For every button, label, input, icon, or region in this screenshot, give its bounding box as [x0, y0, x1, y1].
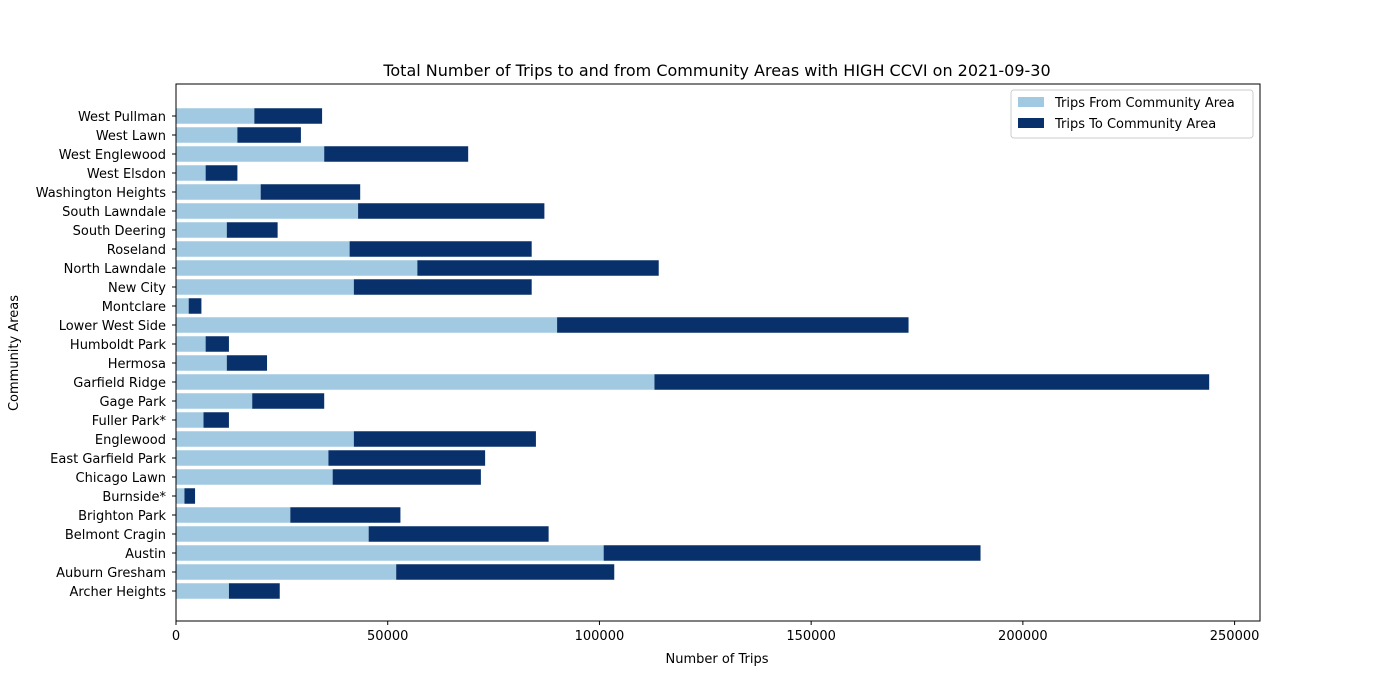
- bar-from-garfield-ridge: [176, 374, 655, 390]
- bar-from-burnside: [176, 488, 185, 504]
- chart-title: Total Number of Trips to and from Commun…: [382, 61, 1050, 80]
- y-tick-label: Montclare: [102, 300, 166, 315]
- bar-from-englewood: [176, 431, 354, 447]
- legend-label-to: Trips To Community Area: [1054, 117, 1216, 132]
- legend-swatch-to: [1018, 118, 1044, 128]
- bar-from-east-garfield-park: [176, 450, 329, 466]
- bar-from-archer-heights: [176, 583, 229, 599]
- x-tick-label: 0: [172, 629, 180, 644]
- bar-to-auburn-gresham: [396, 564, 615, 580]
- legend: Trips From Community Area Trips To Commu…: [1010, 89, 1254, 139]
- bar-to-west-lawn: [237, 127, 301, 143]
- bar-to-belmont-cragin: [368, 526, 549, 542]
- bar-to-montclare: [188, 298, 202, 314]
- bar-from-lower-west-side: [176, 317, 558, 333]
- y-tick-label: Fuller Park*: [92, 414, 167, 429]
- y-tick-label: Roseland: [107, 243, 166, 258]
- y-tick-label: Brighton Park: [78, 509, 166, 524]
- x-tick-label: 100000: [575, 629, 625, 644]
- y-tick-label: Humboldt Park: [70, 338, 167, 353]
- bar-from-gage-park: [176, 393, 253, 409]
- bar-to-fuller-park: [203, 412, 229, 428]
- legend-swatch-from: [1018, 97, 1044, 107]
- bar-from-washington-heights: [176, 184, 261, 200]
- y-tick-label: New City: [108, 281, 166, 296]
- bar-to-roseland: [349, 241, 532, 257]
- x-tick-label: 50000: [367, 629, 408, 644]
- bar-to-humboldt-park: [205, 336, 229, 352]
- y-axis: Archer Heights Auburn Gresham Austin Belmon…: [36, 110, 176, 600]
- legend-label-from: Trips From Community Area: [1054, 96, 1235, 111]
- bar-to-austin: [603, 545, 981, 561]
- bar-to-brighton-park: [290, 507, 401, 523]
- y-tick-label: East Garfield Park: [50, 452, 166, 467]
- bar-from-humboldt-park: [176, 336, 206, 352]
- y-tick-label: Burnside*: [102, 490, 166, 505]
- y-tick-label: Auburn Gresham: [56, 566, 166, 581]
- bar-from-auburn-gresham: [176, 564, 397, 580]
- y-tick-label: Belmont Cragin: [65, 528, 166, 543]
- x-axis-label: Number of Trips: [665, 652, 768, 667]
- y-tick-label: Garfield Ridge: [73, 376, 166, 391]
- y-tick-label: Archer Heights: [69, 585, 166, 600]
- y-axis-label: Community Areas: [7, 295, 22, 411]
- bar-from-west-englewood: [176, 146, 325, 162]
- y-tick-label: Chicago Lawn: [76, 471, 166, 486]
- y-tick-label: Austin: [125, 547, 166, 562]
- y-tick-label: South Lawndale: [62, 205, 166, 220]
- bar-to-lower-west-side: [557, 317, 909, 333]
- y-tick-label: West Elsdon: [87, 167, 166, 182]
- bar-from-west-pullman: [176, 108, 255, 124]
- bar-to-gage-park: [252, 393, 325, 409]
- bars-layer: [176, 108, 1210, 599]
- bar-from-chicago-lawn: [176, 469, 333, 485]
- y-tick-label: West Englewood: [59, 148, 166, 163]
- bar-to-washington-heights: [260, 184, 361, 200]
- bar-to-south-deering: [226, 222, 278, 238]
- y-tick-label: West Lawn: [96, 129, 166, 144]
- legend-frame: [1010, 89, 1254, 139]
- y-tick-label: Gage Park: [99, 395, 166, 410]
- y-tick-label: Washington Heights: [36, 186, 167, 201]
- bar-to-east-garfield-park: [328, 450, 486, 466]
- bar-from-new-city: [176, 279, 354, 295]
- bar-from-belmont-cragin: [176, 526, 369, 542]
- y-tick-label: Englewood: [95, 433, 166, 448]
- y-tick-label: South Deering: [73, 224, 166, 239]
- bar-from-austin: [176, 545, 604, 561]
- y-tick-label: Lower West Side: [59, 319, 166, 334]
- bar-to-hermosa: [226, 355, 268, 371]
- y-tick-label: Hermosa: [108, 357, 166, 372]
- x-axis: 0 50000 100000 150000 200000 250000: [172, 621, 1260, 644]
- bar-from-montclare: [176, 298, 189, 314]
- bar-to-west-englewood: [324, 146, 469, 162]
- bar-to-archer-heights: [228, 583, 280, 599]
- bar-from-south-lawndale: [176, 203, 359, 219]
- x-tick-label: 200000: [998, 629, 1048, 644]
- bar-to-west-pullman: [254, 108, 323, 124]
- bar-from-hermosa: [176, 355, 227, 371]
- y-tick-label: North Lawndale: [64, 262, 166, 277]
- bar-from-north-lawndale: [176, 260, 418, 276]
- bar-from-brighton-park: [176, 507, 291, 523]
- bar-to-burnside: [184, 488, 196, 504]
- bar-from-fuller-park: [176, 412, 204, 428]
- bar-to-north-lawndale: [417, 260, 659, 276]
- bar-from-west-lawn: [176, 127, 238, 143]
- x-tick-label: 150000: [786, 629, 836, 644]
- bar-from-south-deering: [176, 222, 227, 238]
- bar-to-chicago-lawn: [332, 469, 481, 485]
- x-tick-label: 250000: [1210, 629, 1260, 644]
- bar-to-new-city: [353, 279, 532, 295]
- bar-to-garfield-ridge: [654, 374, 1210, 390]
- bar-from-west-elsdon: [176, 165, 206, 181]
- bar-to-south-lawndale: [358, 203, 545, 219]
- bar-to-west-elsdon: [205, 165, 238, 181]
- bar-from-roseland: [176, 241, 350, 257]
- bar-to-englewood: [353, 431, 536, 447]
- plot-frame: [175, 83, 1261, 622]
- y-tick-label: West Pullman: [78, 110, 166, 125]
